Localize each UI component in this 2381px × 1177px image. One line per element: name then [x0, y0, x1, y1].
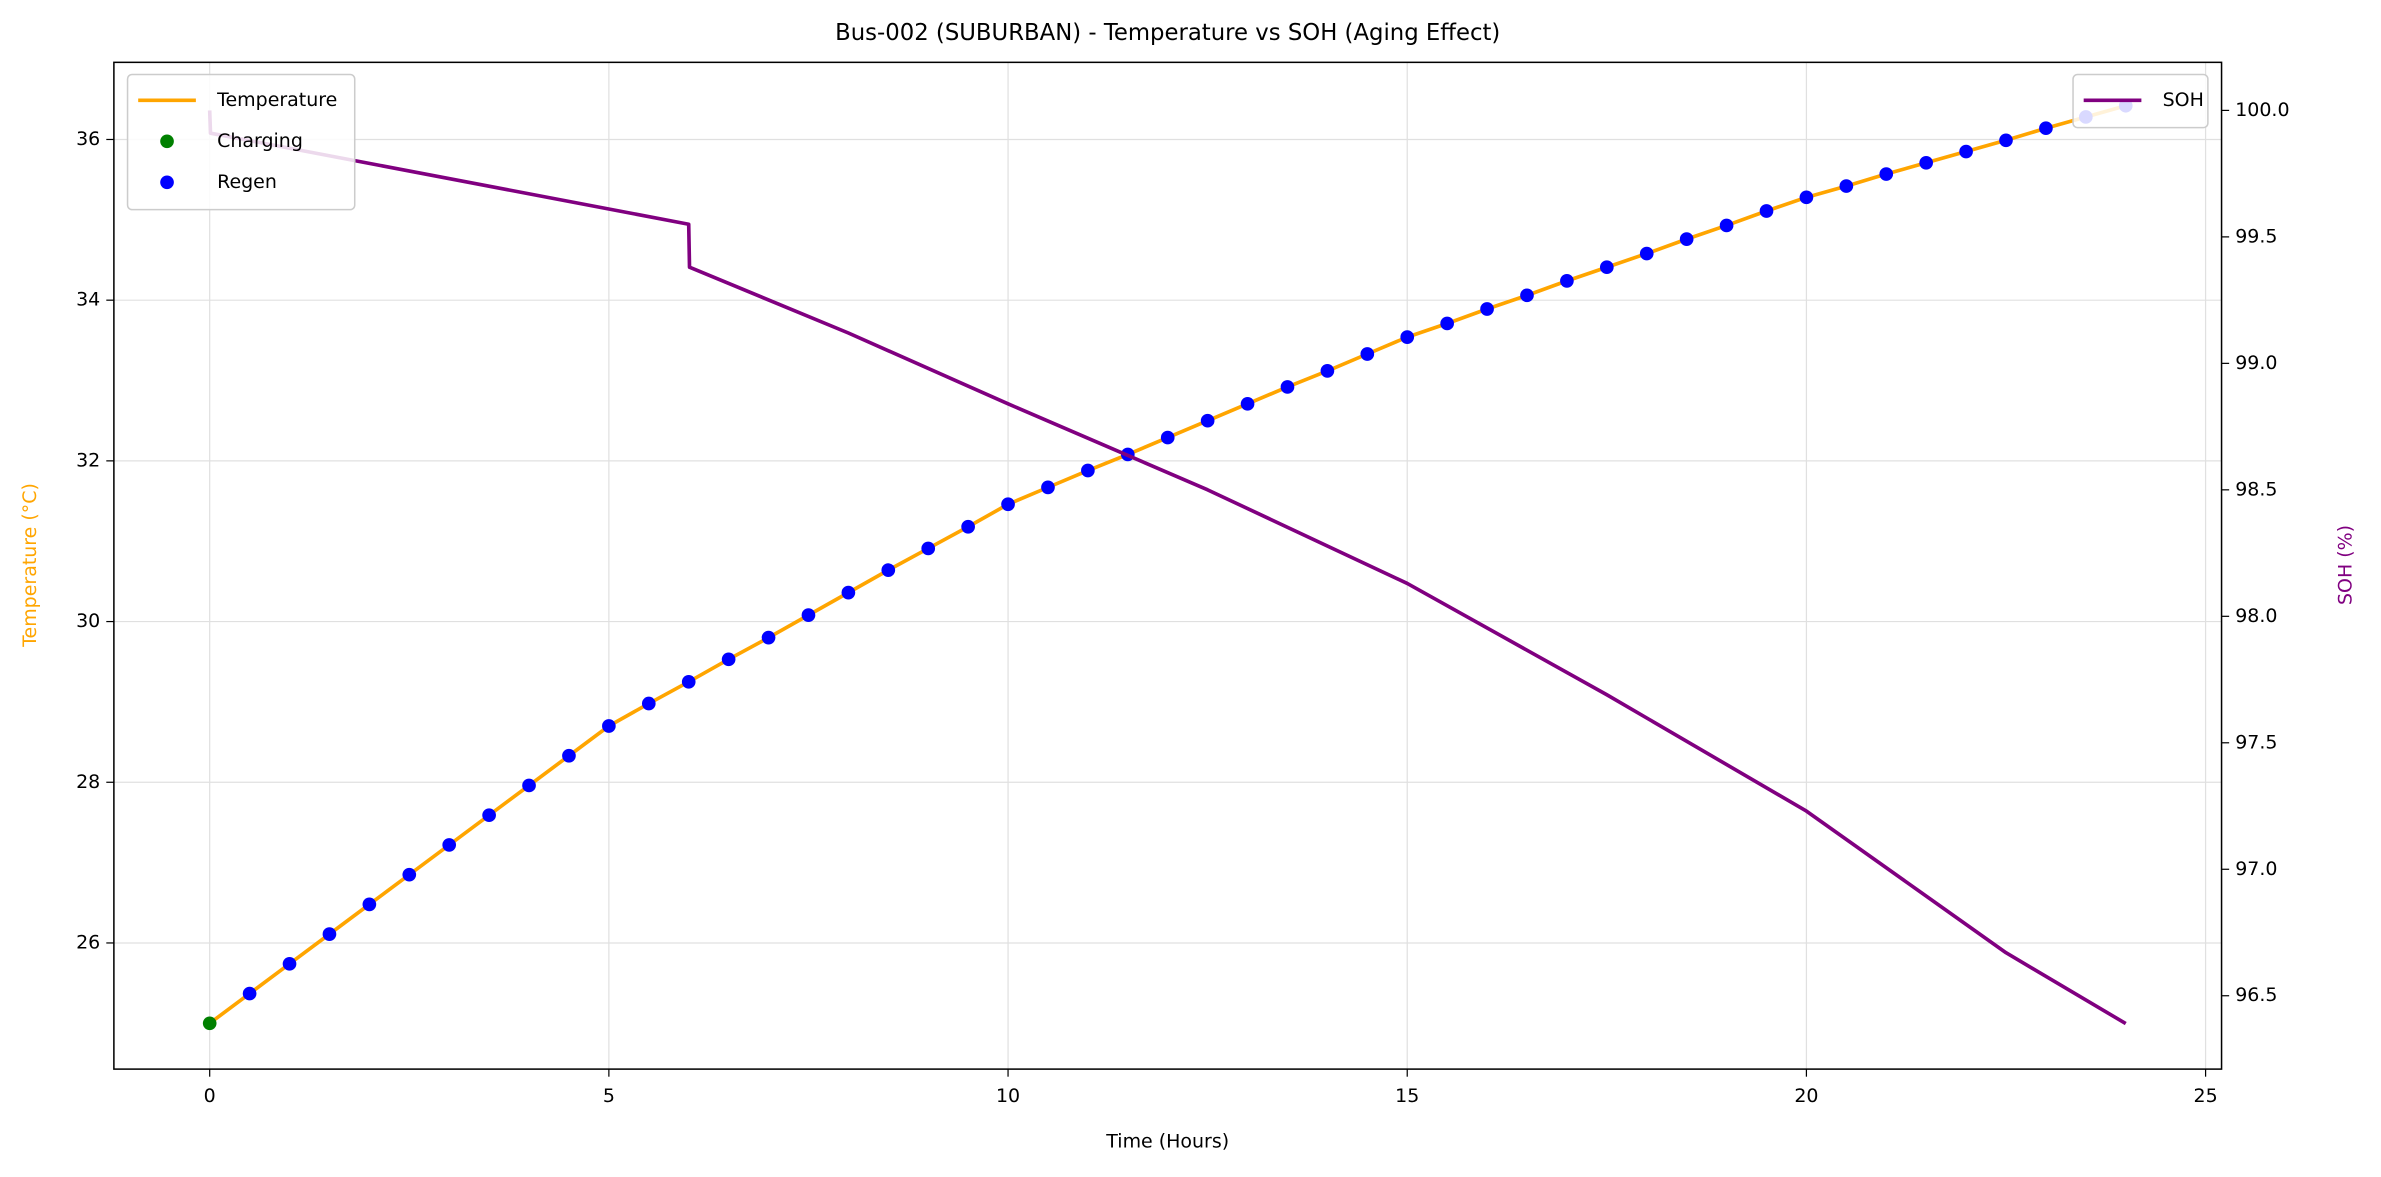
- scatter-point: [1160, 430, 1175, 445]
- x-tick-label: 10: [996, 1085, 1020, 1107]
- scatter-point: [1999, 133, 2013, 148]
- scatter-point: [641, 696, 656, 711]
- scatter-point: [482, 808, 496, 823]
- scatter-point: [1400, 330, 1415, 344]
- scatter-point: [1240, 396, 1255, 411]
- y2-tick-label: 99.0: [2235, 352, 2277, 374]
- y-tick-label: 26: [76, 931, 100, 953]
- plot-frame: [113, 61, 2223, 1070]
- scatter-point: [202, 1016, 217, 1031]
- scatter-point: [801, 608, 816, 622]
- scatter-point: [1839, 179, 1854, 193]
- scatter-point: [562, 748, 576, 763]
- legend-swatch: [160, 134, 174, 149]
- scatter-point: [2039, 121, 2053, 136]
- y-tick-label: 28: [76, 771, 100, 793]
- scatter-point: [282, 957, 297, 971]
- legend-box: [126, 73, 356, 211]
- legend: Temperature Charging Regen: [126, 73, 356, 211]
- legend-label: Temperature: [216, 89, 337, 111]
- y-tick-label: 34: [76, 289, 100, 311]
- scatter-point: [1799, 190, 1814, 205]
- y2-tick-label: 98.0: [2235, 605, 2277, 627]
- scatter-point: [1719, 218, 1734, 233]
- legend-label: SOH: [2163, 89, 2204, 111]
- scatter-point: [402, 867, 417, 882]
- x-tick-label: 25: [2194, 1085, 2218, 1107]
- scatter-point: [1280, 380, 1295, 394]
- y-tick-label: 32: [76, 449, 100, 471]
- scatter-point: [1360, 347, 1375, 361]
- scatter-point: [1639, 246, 1654, 261]
- y2-axis-label: SOH (%): [2335, 525, 2357, 605]
- scatter-point: [1480, 302, 1494, 316]
- y2-tick-label: 99.5: [2235, 225, 2277, 247]
- scatter-point: [841, 585, 856, 600]
- legend-swatch: [160, 175, 174, 190]
- scatter-point: [1879, 167, 1894, 181]
- legend: SOH: [2072, 73, 2209, 129]
- scatter-point: [1440, 316, 1454, 331]
- scatter-point: [242, 986, 257, 1001]
- y2-tick-label: 100.0: [2235, 99, 2289, 121]
- scatter-point: [1679, 232, 1694, 246]
- scatter-point: [961, 519, 975, 534]
- x-tick-label: 20: [1794, 1085, 1818, 1107]
- scatter-point: [1200, 413, 1215, 428]
- scatter-point: [1560, 274, 1574, 288]
- x-tick-label: 5: [603, 1085, 615, 1107]
- scatter-point: [602, 719, 616, 733]
- y-tick-label: 30: [76, 610, 100, 632]
- scatter-point: [881, 563, 896, 577]
- scatter-point: [522, 778, 536, 793]
- scatter-point: [322, 927, 337, 941]
- y2-tick-label: 97.5: [2235, 731, 2277, 753]
- scatter-point: [1001, 497, 1015, 512]
- y2-tick-label: 98.5: [2235, 478, 2277, 500]
- chart-title: Bus-002 (SUBURBAN) - Temperature vs SOH …: [835, 20, 1500, 46]
- scatter-point: [1959, 144, 1973, 159]
- scatter-point: [1759, 204, 1774, 218]
- scatter-point: [442, 838, 457, 852]
- legend-label: Charging: [217, 130, 303, 152]
- x-tick-label: 0: [204, 1085, 216, 1107]
- scatter-point: [1041, 480, 1055, 495]
- scatter-point: [1081, 463, 1095, 478]
- y-axis-label: Temperature (°C): [19, 483, 41, 648]
- scatter-point: [1520, 288, 1534, 303]
- scatter-point: [1320, 364, 1335, 378]
- y2-tick-label: 97.0: [2235, 858, 2277, 880]
- legend-label: Regen: [217, 171, 277, 193]
- scatter-point: [1599, 260, 1614, 275]
- scatter-point: [921, 541, 936, 556]
- x-tick-label: 15: [1395, 1085, 1419, 1107]
- x-axis-label: Time (Hours): [1105, 1130, 1229, 1152]
- scatter-point: [362, 897, 377, 912]
- scatter-point: [761, 630, 776, 645]
- scatter-point: [681, 674, 696, 689]
- y2-tick-label: 96.5: [2235, 984, 2277, 1006]
- y-tick-label: 36: [76, 128, 100, 150]
- scatter-point: [721, 652, 736, 667]
- scatter-point: [1919, 155, 1933, 170]
- line-series: [207, 110, 2127, 1026]
